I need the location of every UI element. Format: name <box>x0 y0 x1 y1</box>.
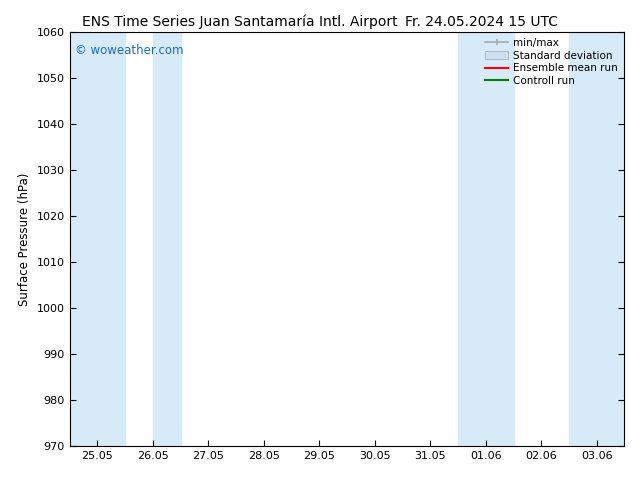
Y-axis label: Surface Pressure (hPa): Surface Pressure (hPa) <box>18 172 31 306</box>
Text: © woweather.com: © woweather.com <box>75 44 184 57</box>
Text: Fr. 24.05.2024 15 UTC: Fr. 24.05.2024 15 UTC <box>405 15 558 29</box>
Bar <box>70 32 126 446</box>
Legend: min/max, Standard deviation, Ensemble mean run, Controll run: min/max, Standard deviation, Ensemble me… <box>481 34 623 90</box>
Bar <box>458 32 514 446</box>
Bar <box>153 32 181 446</box>
Text: ENS Time Series Juan Santamaría Intl. Airport: ENS Time Series Juan Santamaría Intl. Ai… <box>82 15 398 29</box>
Bar <box>569 32 624 446</box>
